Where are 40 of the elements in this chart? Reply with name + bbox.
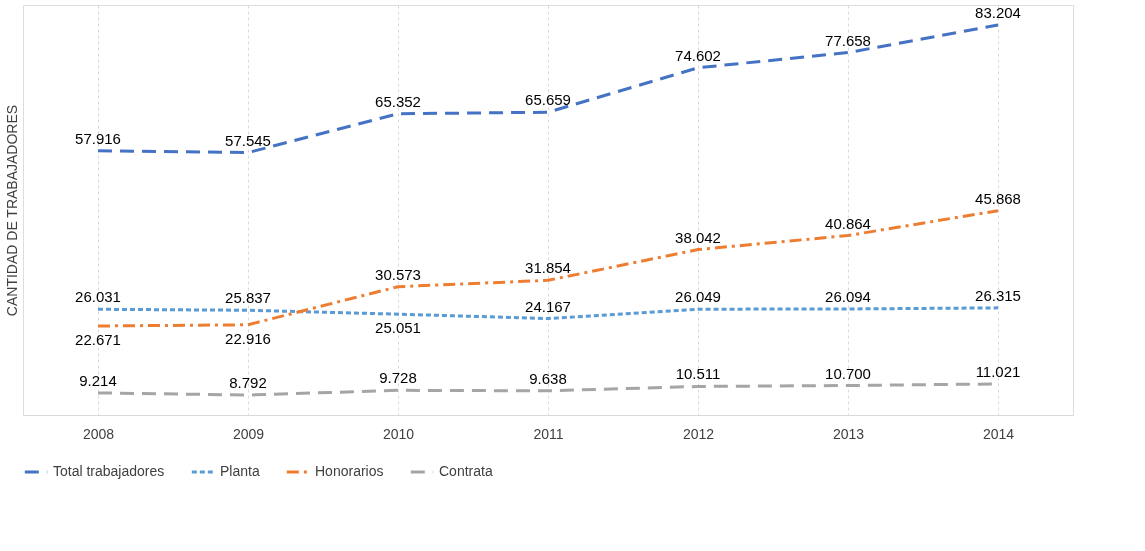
data-label: 57.916 — [75, 129, 121, 147]
data-label: 77.658 — [825, 31, 871, 49]
y-axis-title: CANTIDAD DE TRABAJADORES — [3, 104, 20, 317]
x-tick-label: 2008 — [82, 425, 115, 442]
x-tick-label: 2012 — [682, 425, 715, 442]
data-label: 31.854 — [525, 259, 571, 277]
data-label: 10.511 — [675, 365, 721, 383]
data-label: 26.094 — [825, 287, 871, 305]
x-tick-label: 2014 — [982, 425, 1015, 442]
data-label: 38.042 — [675, 228, 721, 246]
data-label: 40.864 — [825, 214, 871, 232]
data-label: 22.916 — [225, 329, 271, 347]
data-label: 9.728 — [379, 369, 417, 387]
data-label: 65.352 — [375, 92, 421, 110]
x-tick-label: 2010 — [382, 425, 415, 442]
x-tick-label: 2011 — [533, 425, 564, 442]
x-tick-label: 2009 — [232, 425, 265, 442]
data-label: 11.021 — [975, 362, 1021, 380]
legend-label: Total trabajadores — [53, 463, 165, 479]
data-label: 26.315 — [975, 286, 1021, 304]
x-tick-label: 2013 — [832, 425, 865, 442]
data-label: 26.049 — [675, 288, 721, 306]
data-label: 22.671 — [75, 330, 121, 348]
legend-label: Planta — [220, 463, 260, 479]
data-label: 9.638 — [529, 369, 567, 387]
legend-label: Honorarios — [315, 463, 384, 479]
data-label: 30.573 — [375, 265, 421, 283]
data-label: 24.167 — [525, 297, 571, 315]
data-label: 65.659 — [525, 91, 571, 109]
data-label: 74.602 — [675, 46, 721, 64]
data-label: 10.700 — [825, 364, 871, 382]
data-label: 25.837 — [225, 289, 271, 307]
data-label: 26.031 — [75, 288, 121, 306]
data-label: 25.051 — [375, 319, 421, 337]
legend-label: Contrata — [439, 463, 493, 479]
data-label: 8.792 — [229, 374, 267, 391]
data-label: 83.204 — [975, 4, 1021, 21]
data-label: 45.868 — [975, 189, 1021, 207]
data-label: 9.214 — [79, 371, 117, 389]
data-label: 57.545 — [225, 131, 271, 149]
